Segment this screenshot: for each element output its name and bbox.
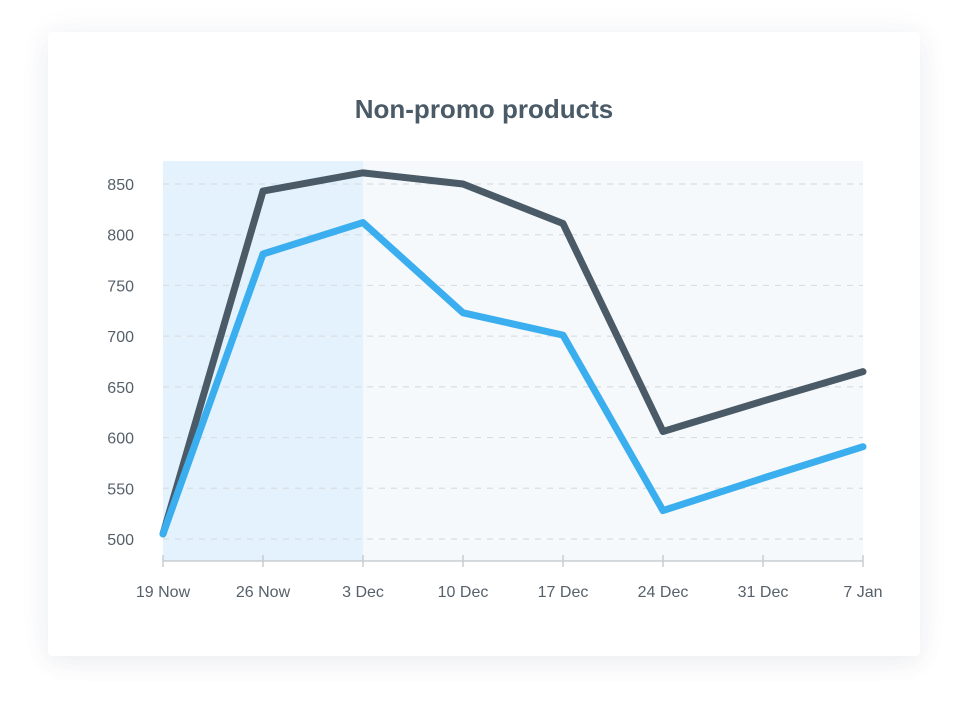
y-tick-label: 550 <box>107 481 134 498</box>
y-tick-label: 500 <box>107 532 134 549</box>
x-tick-label: 24 Dec <box>638 584 689 601</box>
x-tick-label: 10 Dec <box>438 584 489 601</box>
series-lines <box>159 169 867 538</box>
y-tick-label: 600 <box>107 431 134 448</box>
x-tick-label: 31 Dec <box>738 584 789 601</box>
x-tick-labels: 19 Now 26 Now 3 Dec 10 Dec 17 Dec 24 Dec 31 De… <box>136 584 883 601</box>
y-tick-label: 850 <box>107 177 134 194</box>
x-tick-label: 17 Dec <box>538 584 589 601</box>
x-tick-label: 19 Now <box>136 584 191 601</box>
x-tick-label: 26 Now <box>236 584 291 601</box>
chart-title: Non-promo products <box>354 94 614 124</box>
x-ticks <box>162 555 864 567</box>
series-line-1 <box>159 169 867 538</box>
highlight-band <box>163 161 363 561</box>
gridlines <box>163 183 863 540</box>
series-line-2 <box>159 219 867 538</box>
x-tick-label: 3 Dec <box>342 584 384 601</box>
x-tick-label: 7 Jan <box>843 584 882 601</box>
y-tick-label: 800 <box>107 228 134 245</box>
y-tick-label: 650 <box>107 380 134 397</box>
y-tick-label: 750 <box>107 278 134 295</box>
y-tick-labels: 500 550 600 650 700 750 800 850 <box>107 177 134 549</box>
y-tick-label: 700 <box>107 329 134 346</box>
